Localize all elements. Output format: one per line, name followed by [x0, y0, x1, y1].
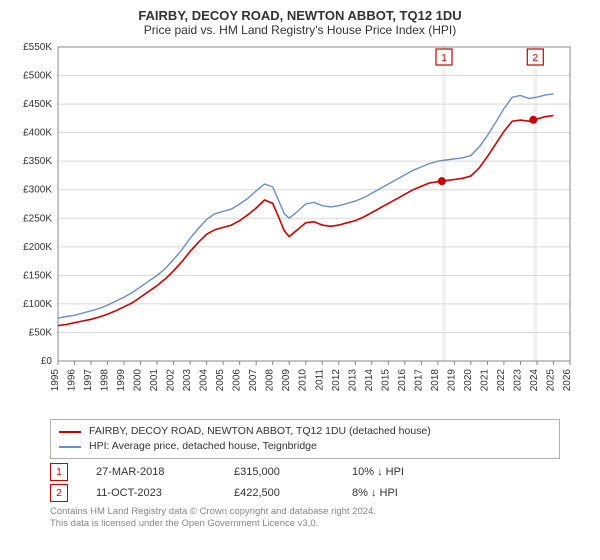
x-tick-label: 2007 [248, 369, 259, 392]
x-tick-label: 2024 [529, 369, 540, 392]
x-tick-label: 2015 [380, 369, 391, 392]
legend-row: FAIRBY, DECOY ROAD, NEWTON ABBOT, TQ12 1… [59, 424, 551, 439]
x-tick-label: 1995 [50, 369, 61, 392]
x-tick-label: 2025 [545, 369, 556, 392]
x-tick-label: 2013 [347, 369, 358, 392]
x-tick-label: 2023 [512, 369, 523, 392]
attribution-line-1: Contains HM Land Registry data © Crown c… [50, 506, 560, 518]
attribution-line-2: This data is licensed under the Open Gov… [50, 518, 560, 530]
y-tick-label: £500K [23, 71, 52, 82]
x-tick-label: 2001 [149, 369, 160, 392]
y-tick-label: £0 [41, 356, 53, 367]
sale-marker-ref: 2 [50, 484, 68, 502]
y-tick-label: £150K [23, 270, 52, 281]
y-tick-label: £550K [23, 42, 52, 53]
x-tick-label: 2000 [133, 369, 144, 392]
x-tick-label: 2010 [298, 369, 309, 392]
x-tick-label: 2003 [182, 369, 193, 392]
attribution: Contains HM Land Registry data © Crown c… [50, 506, 560, 530]
sale-price: £422,500 [234, 487, 324, 499]
legend-row: HPI: Average price, detached house, Teig… [59, 439, 551, 454]
x-tick-label: 2026 [562, 369, 573, 392]
root: FAIRBY, DECOY ROAD, NEWTON ABBOT, TQ12 1… [0, 0, 600, 560]
x-tick-label: 2018 [430, 369, 441, 392]
x-tick-label: 2006 [232, 369, 243, 392]
y-tick-label: £450K [23, 99, 52, 110]
x-tick-label: 2008 [265, 369, 276, 392]
y-tick-label: £200K [23, 242, 52, 253]
x-tick-label: 2020 [463, 369, 474, 392]
legend-swatch [59, 446, 81, 448]
sale-marker-dot [438, 177, 446, 185]
legend-label: HPI: Average price, detached house, Teig… [89, 439, 317, 454]
x-tick-label: 2002 [166, 369, 177, 392]
plot-border [58, 47, 570, 361]
sale-marker-dot [529, 116, 537, 124]
chart-subtitle: Price paid vs. HM Land Registry's House … [10, 23, 590, 37]
chart-title: FAIRBY, DECOY ROAD, NEWTON ABBOT, TQ12 1… [10, 8, 590, 23]
x-tick-label: 2019 [446, 369, 457, 392]
y-tick-label: £400K [23, 128, 52, 139]
chart: £0 £50K £100K £150K £200K £250K £300K £350K £400… [10, 41, 590, 413]
x-tick-label: 2009 [281, 369, 292, 392]
y-tick-label: £300K [23, 185, 52, 196]
x-tick-label: 1999 [116, 369, 127, 392]
legend-label: FAIRBY, DECOY ROAD, NEWTON ABBOT, TQ12 1… [89, 424, 431, 439]
sale-marker-label: 2 [533, 53, 539, 64]
series-hpi [58, 94, 554, 318]
sale-delta: 8% ↓ HPI [352, 487, 398, 499]
x-tick-label: 1996 [67, 369, 78, 392]
y-tick-label: £250K [23, 213, 52, 224]
x-tick-label: 2012 [331, 369, 342, 392]
x-tick-label: 2021 [479, 369, 490, 392]
sale-marker-ref: 1 [50, 463, 68, 481]
chart-band [442, 47, 446, 361]
sale-row: 1 27-MAR-2018 £315,000 10% ↓ HPI [50, 463, 560, 481]
y-tick-label: £50K [29, 327, 53, 338]
x-tick-label: 2004 [199, 369, 210, 392]
x-tick-label: 2017 [413, 369, 424, 392]
x-tick-label: 1998 [100, 369, 111, 392]
y-tick-label: £350K [23, 156, 52, 167]
chart-band [533, 47, 537, 361]
chart-svg: £0 £50K £100K £150K £200K £250K £300K £350K £400… [10, 41, 590, 413]
legend-box: FAIRBY, DECOY ROAD, NEWTON ABBOT, TQ12 1… [50, 419, 560, 459]
sale-price: £315,000 [234, 466, 324, 478]
sale-date: 11-OCT-2023 [96, 487, 206, 499]
legend-swatch [59, 431, 81, 433]
x-tick-label: 2022 [496, 369, 507, 392]
sale-row: 2 11-OCT-2023 £422,500 8% ↓ HPI [50, 484, 560, 502]
x-tick-label: 2014 [364, 369, 375, 392]
x-tick-label: 2011 [314, 369, 325, 391]
x-tick-label: 2016 [397, 369, 408, 392]
y-tick-label: £100K [23, 299, 52, 310]
x-tick-label: 2005 [215, 369, 226, 392]
sale-date: 27-MAR-2018 [96, 466, 206, 478]
x-tick-label: 1997 [83, 369, 94, 392]
sale-delta: 10% ↓ HPI [352, 466, 404, 478]
sale-marker-label: 1 [441, 53, 447, 64]
